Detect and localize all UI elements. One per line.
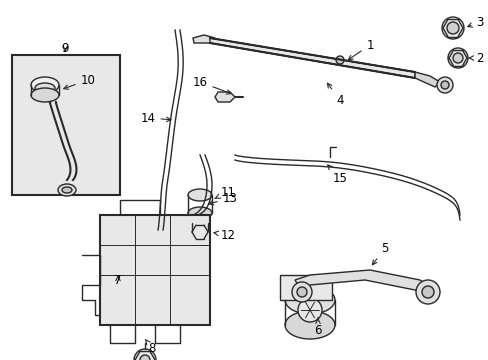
- Text: 13: 13: [208, 192, 237, 205]
- Polygon shape: [209, 38, 414, 78]
- Circle shape: [291, 282, 311, 302]
- Text: 2: 2: [468, 51, 483, 64]
- Ellipse shape: [31, 77, 59, 93]
- Circle shape: [140, 355, 150, 360]
- Polygon shape: [193, 35, 215, 43]
- Circle shape: [296, 287, 306, 297]
- Circle shape: [436, 77, 452, 93]
- Text: 14: 14: [140, 112, 171, 125]
- Circle shape: [297, 298, 321, 322]
- Ellipse shape: [187, 189, 212, 201]
- Text: 3: 3: [467, 15, 483, 28]
- Ellipse shape: [62, 187, 72, 193]
- Circle shape: [447, 48, 467, 68]
- Ellipse shape: [192, 219, 207, 227]
- Circle shape: [415, 280, 439, 304]
- Text: 4: 4: [327, 83, 343, 107]
- Ellipse shape: [58, 184, 76, 196]
- Ellipse shape: [187, 207, 212, 219]
- Circle shape: [446, 22, 458, 34]
- Polygon shape: [414, 72, 439, 87]
- Text: 5: 5: [372, 242, 388, 265]
- Ellipse shape: [31, 88, 59, 102]
- Circle shape: [421, 286, 433, 298]
- Ellipse shape: [285, 311, 334, 339]
- Text: 7: 7: [114, 274, 122, 287]
- Text: 11: 11: [215, 185, 235, 198]
- Ellipse shape: [192, 227, 207, 235]
- Text: 1: 1: [347, 39, 373, 60]
- Ellipse shape: [285, 286, 334, 314]
- Ellipse shape: [35, 83, 55, 93]
- Bar: [12, 55, 120, 195]
- Circle shape: [441, 17, 463, 39]
- Text: 10: 10: [63, 73, 95, 89]
- Circle shape: [196, 228, 203, 236]
- Bar: [100, 215, 209, 325]
- Circle shape: [440, 81, 448, 89]
- Text: 12: 12: [214, 229, 235, 242]
- Circle shape: [191, 223, 208, 241]
- Circle shape: [335, 56, 343, 64]
- Text: 8: 8: [145, 339, 155, 355]
- Polygon shape: [215, 92, 235, 102]
- Polygon shape: [294, 270, 434, 298]
- Text: 6: 6: [314, 318, 321, 337]
- Polygon shape: [280, 275, 331, 300]
- Text: 9: 9: [61, 41, 69, 54]
- Circle shape: [134, 349, 156, 360]
- Text: 15: 15: [327, 165, 347, 185]
- Circle shape: [452, 53, 462, 63]
- Text: 16: 16: [192, 76, 231, 94]
